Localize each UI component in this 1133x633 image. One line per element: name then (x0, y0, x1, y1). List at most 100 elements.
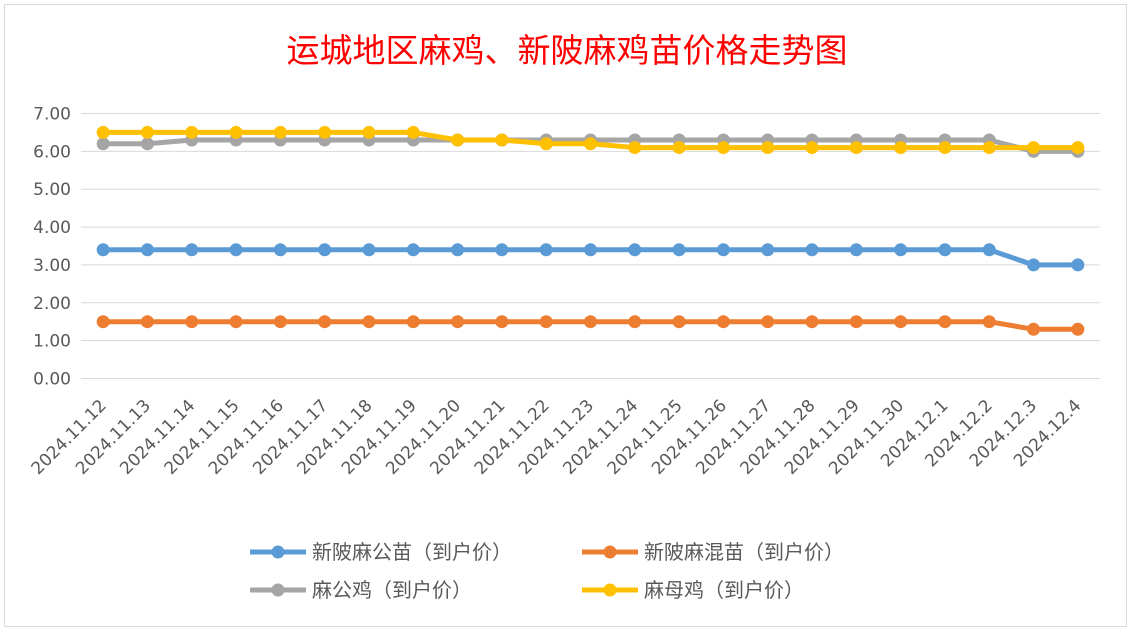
x-axis-ticks: 2024.11.122024.11.132024.11.142024.11.15… (28, 396, 1086, 479)
data-point (584, 137, 597, 151)
data-point (628, 243, 642, 257)
data-point (761, 243, 775, 257)
series-3 (96, 125, 1085, 155)
data-point (584, 315, 597, 329)
data-point (451, 315, 465, 329)
data-point (716, 315, 730, 329)
data-point (982, 141, 996, 155)
data-point (318, 315, 332, 329)
data-point (1071, 141, 1085, 155)
legend-swatch-marker (271, 583, 285, 597)
chart-area: 运城地区麻鸡、新陂麻鸡苗价格走势图 0.00 1.00 2.00 3.00 4.00 5.… (4, 4, 1127, 627)
data-point (539, 243, 553, 257)
legend-swatch-marker (603, 583, 617, 597)
data-point (273, 315, 287, 329)
data-point (1027, 258, 1041, 272)
gridlines (81, 113, 1100, 379)
data-point (229, 315, 243, 329)
data-point (938, 243, 952, 257)
data-point (539, 315, 553, 329)
data-point (1027, 141, 1041, 155)
data-point (628, 141, 642, 155)
data-point (273, 243, 287, 257)
legend-entry: 新陂麻公苗（到户价） (250, 540, 512, 564)
data-point (716, 243, 730, 257)
data-point (849, 243, 863, 257)
data-point (495, 133, 509, 147)
data-point (229, 243, 243, 257)
data-point (982, 315, 996, 329)
data-point (938, 141, 952, 155)
y-tick-label: 5.00 (33, 180, 71, 200)
data-point (229, 125, 243, 139)
data-point (805, 243, 819, 257)
legend-entry: 新陂麻混苗（到户价） (582, 540, 844, 564)
legend-swatch-marker (271, 545, 285, 559)
data-point (96, 125, 110, 139)
data-point (539, 137, 553, 151)
series-0 (96, 243, 1085, 272)
data-point (849, 141, 863, 155)
data-point (185, 243, 199, 257)
data-point (495, 315, 509, 329)
data-point (406, 315, 420, 329)
data-point (894, 243, 908, 257)
data-point (451, 133, 465, 147)
data-point (140, 315, 154, 329)
data-point (716, 141, 730, 155)
y-axis-ticks: 0.00 1.00 2.00 3.00 4.00 5.00 6.00 7.00 (33, 105, 71, 390)
legend-entry: 麻母鸡（到户价） (582, 578, 804, 602)
data-point (96, 243, 110, 257)
y-tick-label: 4.00 (33, 218, 71, 238)
legend-label: 麻母鸡（到户价） (644, 578, 804, 602)
data-point (140, 125, 154, 139)
y-tick-label: 0.00 (33, 370, 71, 390)
y-tick-label: 3.00 (33, 256, 71, 276)
data-point (318, 243, 332, 257)
y-tick-label: 6.00 (33, 142, 71, 162)
data-point (894, 141, 908, 155)
data-point (805, 141, 819, 155)
data-point (672, 315, 686, 329)
data-point (628, 315, 642, 329)
data-point (584, 243, 597, 257)
data-point (140, 137, 154, 151)
data-point (362, 125, 376, 139)
legend-label: 麻公鸡（到户价） (312, 578, 472, 602)
data-point (185, 315, 199, 329)
line-chart: 运城地区麻鸡、新陂麻鸡苗价格走势图 0.00 1.00 2.00 3.00 4.00 5.… (28, 31, 1100, 602)
data-point (140, 243, 154, 257)
data-point (362, 243, 376, 257)
data-point (451, 243, 465, 257)
data-point (849, 315, 863, 329)
data-point (273, 125, 287, 139)
data-point (362, 315, 376, 329)
legend-label: 新陂麻公苗（到户价） (312, 540, 512, 564)
y-tick-label: 2.00 (33, 294, 71, 314)
data-point (894, 315, 908, 329)
data-point (318, 125, 332, 139)
data-point (938, 315, 952, 329)
data-point (406, 243, 420, 257)
data-point (805, 315, 819, 329)
data-point (406, 125, 420, 139)
data-point (672, 243, 686, 257)
data-point (672, 141, 686, 155)
y-tick-label: 1.00 (33, 332, 71, 352)
data-point (96, 315, 110, 329)
legend-entry: 麻公鸡（到户价） (250, 578, 472, 602)
data-point (1071, 322, 1085, 336)
data-point (495, 243, 509, 257)
y-tick-label: 7.00 (33, 105, 71, 125)
series-1 (96, 315, 1085, 336)
legend-swatch-marker (603, 545, 617, 559)
series-lines (96, 125, 1085, 336)
legend: 新陂麻公苗（到户价） 新陂麻混苗（到户价） 麻公鸡（到户价） 麻母鸡（到户价） (250, 540, 844, 602)
data-point (982, 243, 996, 257)
data-point (96, 137, 110, 151)
data-point (761, 141, 775, 155)
data-point (1027, 322, 1041, 336)
data-point (761, 315, 775, 329)
data-point (1071, 258, 1085, 272)
chart-title: 运城地区麻鸡、新陂麻鸡苗价格走势图 (287, 31, 848, 70)
